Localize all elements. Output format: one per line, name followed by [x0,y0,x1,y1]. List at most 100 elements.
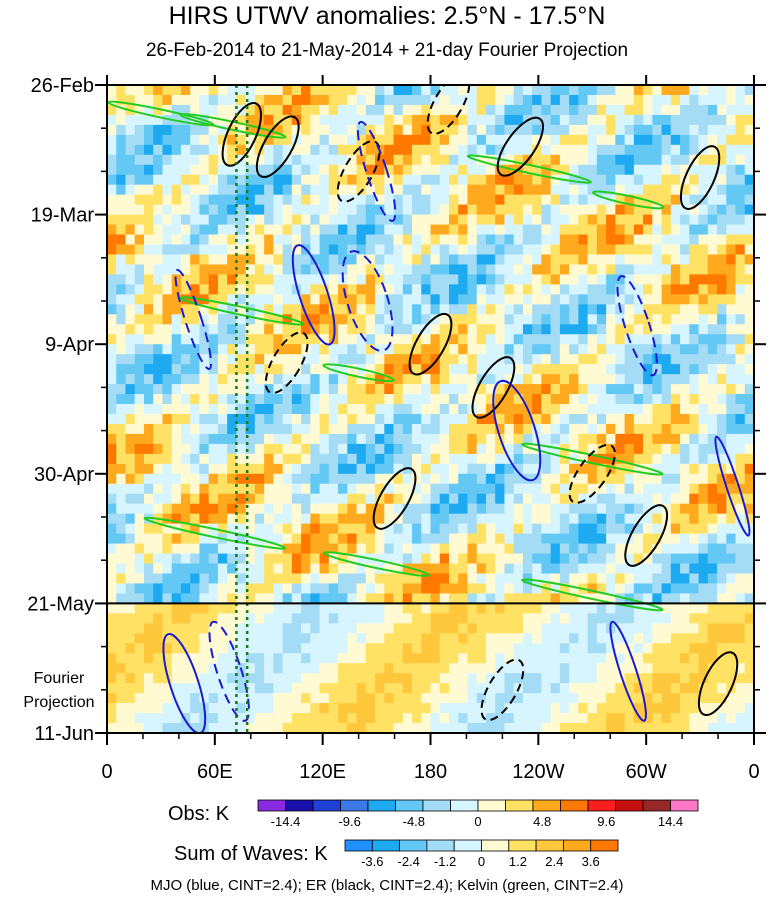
projection-cell [310,723,321,733]
field-cell [504,124,515,136]
field-cell [338,523,348,535]
field-cell [476,433,487,445]
projection-cell [559,703,570,714]
field-cell [670,144,681,156]
field-cell [208,204,219,216]
field-cell [504,404,515,415]
field-cell [217,274,228,285]
field-cell [310,493,321,505]
projection-cell [375,663,385,674]
projection-cell [680,723,690,733]
field-cell [513,433,524,445]
field-cell [282,523,293,535]
field-cell [550,404,561,415]
projection-cell [134,693,145,704]
field-cell [670,104,681,116]
field-cell [375,493,385,505]
field-cell [190,404,201,415]
projection-cell [689,713,700,724]
projection-cell [180,683,191,694]
field-cell [606,284,616,295]
field-cell [412,593,422,604]
field-cell [291,164,302,176]
field-cell [143,264,154,276]
field-cell [227,523,237,535]
field-cell [143,523,154,535]
projection-cell [153,693,164,704]
field-cell [282,563,293,575]
field-cell [356,224,367,236]
projection-cell [402,643,413,654]
field-cell [485,573,496,585]
field-cell [384,503,395,515]
projection-cell [652,713,663,724]
field-cell [467,304,478,315]
field-cell [550,573,561,585]
field-cell [744,354,754,365]
field-cell [217,374,228,385]
field-cell [513,144,524,156]
field-cell [116,543,127,555]
field-cell [217,224,228,236]
projection-cell [107,683,117,694]
field-cell [356,394,367,405]
projection-cell [707,693,718,704]
field-cell [670,384,681,395]
field-cell [375,314,385,325]
field-cell [596,573,607,585]
field-cell [134,384,145,395]
field-cell [236,214,247,226]
field-cell [190,423,201,435]
field-cell [744,473,754,485]
field-cell [402,433,413,445]
field-cell [633,254,644,266]
field-cell [254,164,265,176]
field-cell [338,374,348,385]
field-cell [264,214,274,226]
field-cell [624,314,635,325]
field-cell [522,294,533,305]
projection-cell [319,623,330,634]
field-cell [476,334,487,345]
field-cell [227,503,237,515]
field-cell [661,244,672,256]
er-contour [372,467,417,530]
field-cell [254,364,265,375]
field-cell [328,294,339,305]
field-cell [726,94,737,106]
field-cell [569,394,579,405]
field-cell [624,234,635,246]
projection-cell [319,693,330,704]
field-cell [171,234,182,246]
field-cell [532,104,543,116]
projection-cell [652,623,663,634]
field-cell [273,404,284,415]
field-cell [125,384,136,395]
field-cell [393,593,404,604]
field-cell [467,593,478,604]
projection-cell [522,713,533,724]
field-cell [633,513,644,525]
field-cell [347,284,358,295]
field-cell [171,284,182,295]
projection-cell [596,683,607,694]
field-cell [633,224,644,236]
field-cell [134,85,145,96]
field-cell [707,533,718,545]
field-cell [652,324,663,335]
field-cell [707,374,718,385]
field-cell [495,493,506,505]
field-cell [134,483,145,495]
field-cell [698,573,709,585]
field-cell [559,194,570,206]
field-cell [606,334,616,345]
projection-cell [559,613,570,624]
field-cell [624,134,635,146]
field-cell [208,184,219,196]
field-cell [236,423,247,435]
projection-cell [439,663,450,674]
colorbar-swatch [535,839,564,852]
projection-cell [291,643,302,654]
field-cell [633,483,644,495]
field-cell [744,553,754,565]
